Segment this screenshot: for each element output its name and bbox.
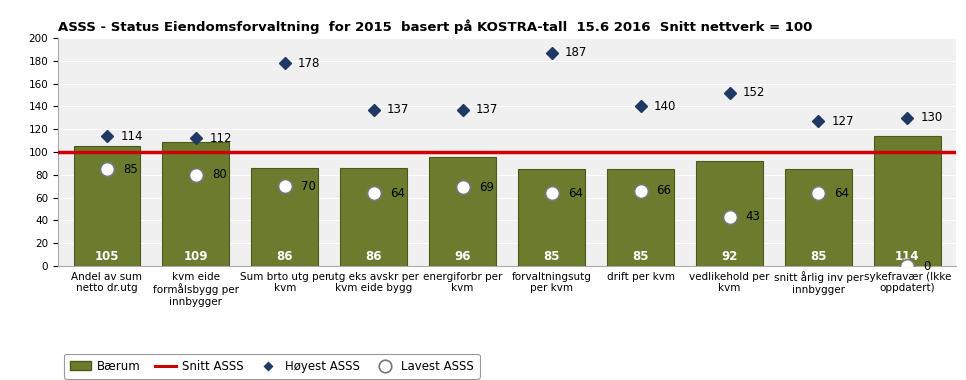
Bar bbox=[608, 169, 674, 266]
Text: 43: 43 bbox=[746, 211, 760, 223]
Text: 152: 152 bbox=[743, 86, 765, 99]
Text: 64: 64 bbox=[835, 187, 849, 200]
Bar bbox=[785, 169, 852, 266]
Bar bbox=[429, 157, 496, 266]
Text: 66: 66 bbox=[657, 184, 671, 197]
Text: 130: 130 bbox=[921, 111, 943, 124]
Text: 109: 109 bbox=[184, 250, 208, 263]
Bar bbox=[162, 142, 229, 266]
Bar bbox=[251, 168, 318, 266]
Text: 80: 80 bbox=[212, 168, 227, 181]
Text: 114: 114 bbox=[895, 250, 920, 263]
Text: 112: 112 bbox=[210, 132, 232, 145]
Text: 137: 137 bbox=[476, 103, 498, 116]
Legend: Bærum, Snitt ASSS, Høyest ASSS, Lavest ASSS: Bærum, Snitt ASSS, Høyest ASSS, Lavest A… bbox=[64, 354, 480, 378]
Text: 85: 85 bbox=[123, 163, 137, 176]
Text: 0: 0 bbox=[923, 260, 931, 272]
Bar bbox=[874, 136, 941, 266]
Bar bbox=[519, 169, 585, 266]
Text: 64: 64 bbox=[389, 187, 405, 200]
Bar bbox=[696, 161, 763, 266]
Bar bbox=[340, 168, 407, 266]
Text: 70: 70 bbox=[300, 180, 316, 193]
Text: 92: 92 bbox=[722, 250, 738, 263]
Text: 85: 85 bbox=[810, 250, 827, 263]
Bar bbox=[73, 146, 140, 266]
Text: 86: 86 bbox=[276, 250, 293, 263]
Text: 127: 127 bbox=[832, 115, 854, 128]
Text: ASSS - Status Eiendomsforvaltning  for 2015  basert på KOSTRA-tall  15.6 2016  S: ASSS - Status Eiendomsforvaltning for 20… bbox=[58, 19, 812, 34]
Text: 69: 69 bbox=[479, 181, 494, 194]
Text: 85: 85 bbox=[543, 250, 560, 263]
Text: 178: 178 bbox=[298, 57, 321, 70]
Text: 187: 187 bbox=[565, 46, 587, 59]
Text: 96: 96 bbox=[454, 250, 471, 263]
Text: 105: 105 bbox=[95, 250, 119, 263]
Text: 140: 140 bbox=[654, 100, 676, 113]
Text: 64: 64 bbox=[568, 187, 582, 200]
Text: 86: 86 bbox=[365, 250, 382, 263]
Text: 114: 114 bbox=[120, 130, 143, 142]
Text: 137: 137 bbox=[387, 103, 410, 116]
Text: 85: 85 bbox=[633, 250, 649, 263]
